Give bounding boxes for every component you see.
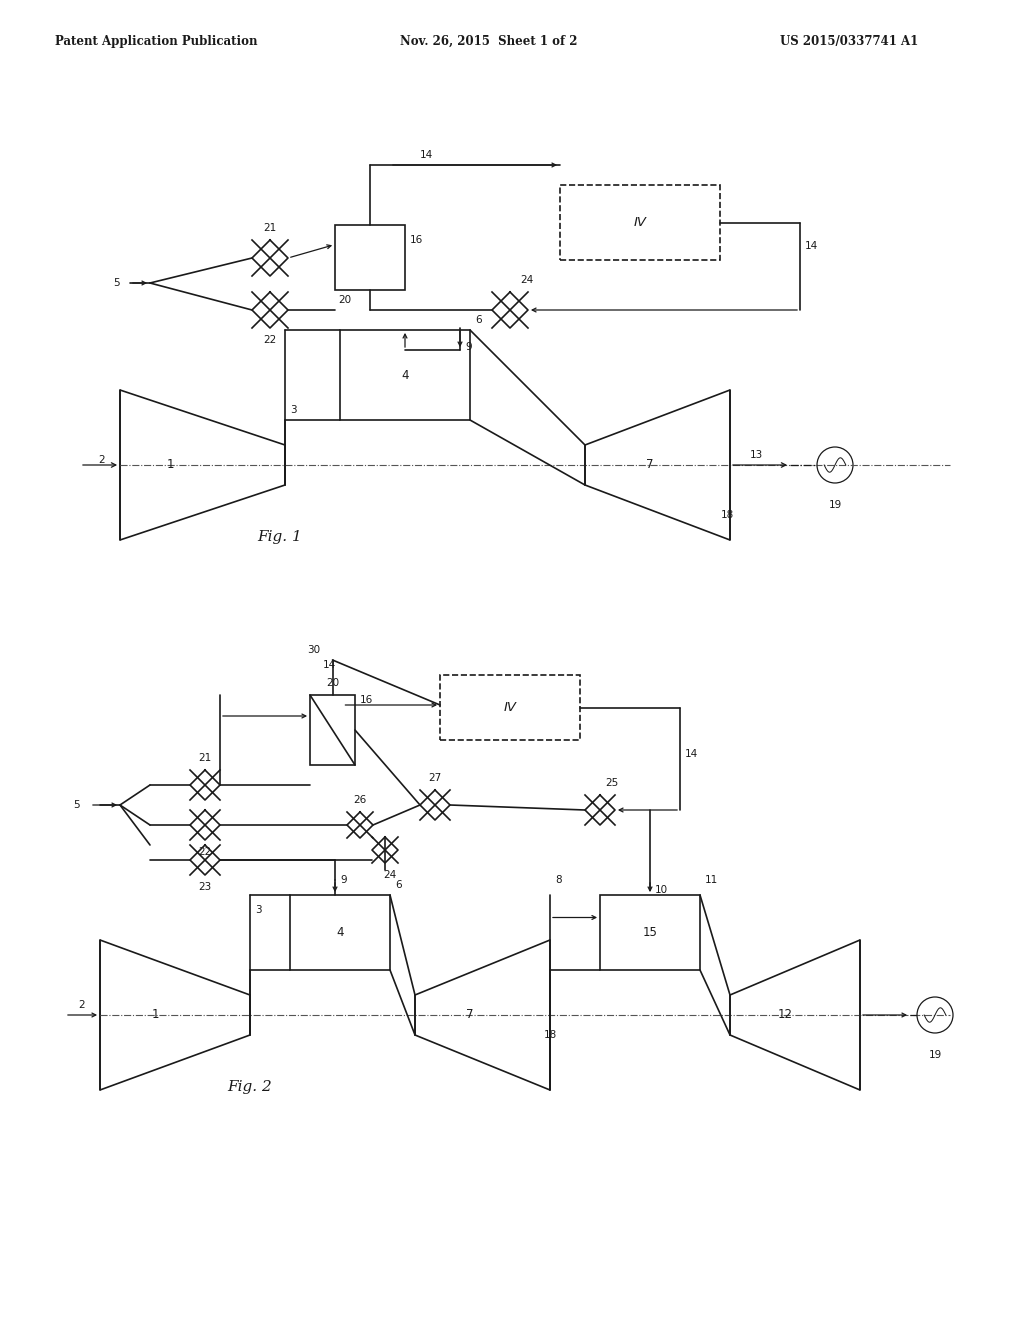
- Text: 4: 4: [336, 927, 344, 939]
- Text: 14: 14: [323, 660, 336, 671]
- Text: 7: 7: [466, 1008, 474, 1022]
- Text: 22: 22: [263, 335, 276, 345]
- Text: 4: 4: [401, 368, 409, 381]
- Text: 30: 30: [307, 645, 321, 655]
- Text: 14: 14: [685, 748, 698, 759]
- Text: 19: 19: [828, 500, 842, 510]
- Text: 6: 6: [395, 880, 401, 890]
- Text: 14: 14: [420, 150, 433, 160]
- Text: 1: 1: [152, 1008, 159, 1022]
- Text: 8: 8: [555, 875, 561, 884]
- Text: Patent Application Publication: Patent Application Publication: [55, 36, 257, 48]
- Text: US 2015/0337741 A1: US 2015/0337741 A1: [780, 36, 919, 48]
- Text: 21: 21: [263, 223, 276, 234]
- Bar: [440, 675, 580, 741]
- Text: 2: 2: [79, 1001, 85, 1010]
- Text: 19: 19: [929, 1049, 942, 1060]
- Text: 20: 20: [326, 678, 339, 688]
- Text: 24: 24: [520, 275, 534, 285]
- Text: 23: 23: [199, 882, 212, 892]
- Text: 5: 5: [74, 800, 80, 810]
- Text: Nov. 26, 2015  Sheet 1 of 2: Nov. 26, 2015 Sheet 1 of 2: [400, 36, 578, 48]
- Text: 25: 25: [605, 777, 618, 788]
- Text: 9: 9: [340, 875, 347, 884]
- Bar: [290, 895, 390, 970]
- Text: 24: 24: [383, 870, 396, 880]
- Bar: [560, 185, 720, 260]
- Text: 11: 11: [705, 875, 718, 884]
- Text: Fig. 1: Fig. 1: [258, 531, 302, 544]
- Text: 21: 21: [199, 752, 212, 763]
- Text: 3: 3: [255, 906, 261, 915]
- Text: 15: 15: [643, 927, 657, 939]
- Text: 9: 9: [465, 342, 472, 352]
- Text: 12: 12: [777, 1008, 793, 1022]
- Text: 3: 3: [290, 405, 297, 414]
- Text: 26: 26: [353, 795, 367, 805]
- Bar: [310, 696, 355, 766]
- Text: 10: 10: [655, 884, 668, 895]
- Text: 18: 18: [721, 510, 734, 520]
- Bar: [340, 330, 470, 420]
- Bar: [335, 224, 406, 290]
- Text: 20: 20: [338, 294, 351, 305]
- Text: 13: 13: [750, 450, 763, 459]
- Text: 16: 16: [360, 696, 374, 705]
- Text: 2: 2: [98, 455, 105, 465]
- Text: IV: IV: [504, 701, 516, 714]
- Text: 7: 7: [646, 458, 653, 471]
- Text: 22: 22: [199, 847, 212, 857]
- Text: 27: 27: [428, 774, 441, 783]
- Text: Fig. 2: Fig. 2: [227, 1080, 272, 1094]
- Text: 5: 5: [114, 279, 120, 288]
- Text: 16: 16: [410, 235, 423, 246]
- Text: IV: IV: [634, 216, 646, 228]
- Text: 14: 14: [805, 242, 818, 251]
- Bar: [600, 895, 700, 970]
- Text: 6: 6: [475, 315, 481, 325]
- Text: 18: 18: [544, 1030, 557, 1040]
- Text: 1: 1: [166, 458, 174, 471]
